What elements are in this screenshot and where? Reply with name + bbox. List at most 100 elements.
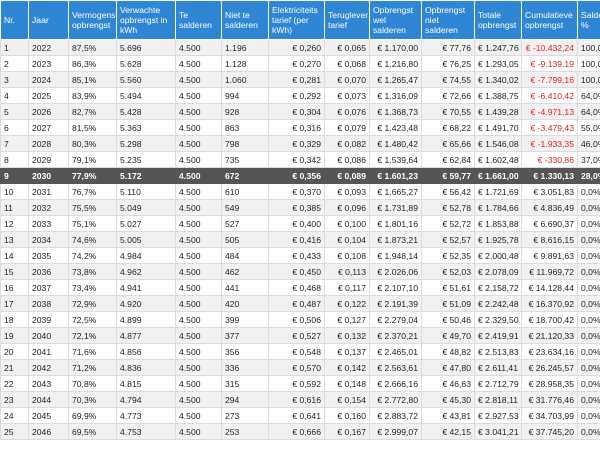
table-row[interactable]: 21 2042 71,2% 4.836 4.500 336 € 0,570 € 0,142 € … bbox=[0, 359, 600, 376]
cell-te-salderen: 4.500 bbox=[175, 87, 222, 104]
header-verwachte-opbrengst[interactable]: Verwachte opbrengst in kWh bbox=[116, 0, 176, 40]
table-row[interactable]: 16 2037 73,4% 4.941 4.500 441 € 0,468 € 0,117 € … bbox=[0, 279, 600, 296]
cell-cumulatieve-opbrengst: € 18.700,42 bbox=[521, 311, 578, 328]
header-cumulatieve-opbrengst[interactable]: Cumulatieve opbrengst bbox=[521, 0, 578, 40]
header-niet-te-salderen[interactable]: Niet te salderen bbox=[221, 0, 269, 40]
cell-vermogens-opbrengst: 72,1% bbox=[68, 327, 117, 344]
table-row[interactable]: 19 2040 72,1% 4.877 4.500 377 € 0,527 € 0,132 € … bbox=[0, 327, 600, 344]
cell-nr: 11 bbox=[0, 199, 29, 216]
cell-nr: 6 bbox=[0, 119, 29, 136]
table-row[interactable]: 5 2026 82,7% 5.428 4.500 928 € 0,304 € 0,076 € 1… bbox=[0, 103, 600, 120]
cell-salderen-pct: 64,0% bbox=[577, 103, 600, 120]
cell-opbrengst-wel-salderen: € 1.873,21 bbox=[369, 231, 422, 248]
table-row[interactable]: 13 2034 74,6% 5.005 4.500 505 € 0,416 € 0,104 € … bbox=[0, 231, 600, 248]
table-row[interactable]: 7 2028 80,3% 5.298 4.500 798 € 0,329 € 0,082 € 1… bbox=[0, 135, 600, 152]
table-row[interactable]: 25 2046 69,5% 4.753 4.500 253 € 0,666 € 0,167 € … bbox=[0, 423, 600, 440]
cell-opbrengst-wel-salderen: € 2.107,10 bbox=[369, 279, 422, 296]
cell-verwachte-opbrengst: 5.696 bbox=[116, 39, 176, 56]
cell-jaar: 2028 bbox=[28, 135, 69, 152]
cell-vermogens-opbrengst: 71,6% bbox=[68, 343, 117, 360]
cell-teruglever-tarief: € 0,160 bbox=[324, 407, 370, 424]
cell-te-salderen: 4.500 bbox=[175, 103, 222, 120]
cell-vermogens-opbrengst: 72,9% bbox=[68, 295, 117, 312]
cell-niet-te-salderen: 672 bbox=[221, 167, 269, 184]
cell-opbrengst-wel-salderen: € 1.601,23 bbox=[369, 167, 422, 184]
table-row[interactable]: 22 2043 70,8% 4.815 4.500 315 € 0,592 € 0,148 € … bbox=[0, 375, 600, 392]
table-row[interactable]: 14 2035 74,2% 4.984 4.500 484 € 0,433 € 0,108 € … bbox=[0, 247, 600, 264]
cell-salderen-pct: 100,0% bbox=[577, 71, 600, 88]
cell-vermogens-opbrengst: 86,3% bbox=[68, 55, 117, 72]
cell-teruglever-tarief: € 0,096 bbox=[324, 199, 370, 216]
cell-verwachte-opbrengst: 5.628 bbox=[116, 55, 176, 72]
cell-salderen-pct: 0,0% bbox=[577, 407, 600, 424]
cell-jaar: 2042 bbox=[28, 359, 69, 376]
cell-totale-opbrengst: € 1.491,70 bbox=[474, 119, 522, 136]
cell-totale-opbrengst: € 2.818,11 bbox=[474, 391, 522, 408]
cell-vermogens-opbrengst: 75,1% bbox=[68, 215, 117, 232]
cell-jaar: 2025 bbox=[28, 87, 69, 104]
cell-te-salderen: 4.500 bbox=[175, 375, 222, 392]
header-nr[interactable]: Nr. bbox=[0, 0, 29, 40]
table-row[interactable]: 11 2032 75,5% 5.049 4.500 549 € 0,385 € 0,096 € … bbox=[0, 199, 600, 216]
cell-opbrengst-niet-salderen: € 51,61 bbox=[421, 279, 475, 296]
cell-verwachte-opbrengst: 4.815 bbox=[116, 375, 176, 392]
table-row[interactable]: 20 2041 71,6% 4.856 4.500 356 € 0,548 € 0,137 € … bbox=[0, 343, 600, 360]
cell-elektriciteitstarief: € 0,356 bbox=[268, 167, 325, 184]
cell-cumulatieve-opbrengst: € 16.370,92 bbox=[521, 295, 578, 312]
cell-vermogens-opbrengst: 75,5% bbox=[68, 199, 117, 216]
cell-jaar: 2041 bbox=[28, 343, 69, 360]
table-row[interactable]: 10 2031 76,7% 5.110 4.500 610 € 0,370 € 0,093 € … bbox=[0, 183, 600, 200]
header-vermogens-opbrengst[interactable]: Vermogens opbrengst bbox=[68, 0, 117, 40]
table-row[interactable]: 4 2025 83,9% 5.494 4.500 994 € 0,292 € 0,073 € 1… bbox=[0, 87, 600, 104]
table-row[interactable]: 6 2027 81,5% 5.363 4.500 863 € 0,316 € 0,079 € 1… bbox=[0, 119, 600, 136]
table-row[interactable]: 12 2033 75,1% 5.027 4.500 527 € 0,400 € 0,100 € … bbox=[0, 215, 600, 232]
cell-cumulatieve-opbrengst: € 6.690,37 bbox=[521, 215, 578, 232]
cell-te-salderen: 4.500 bbox=[175, 183, 222, 200]
table-row[interactable]: 3 2024 85,1% 5.560 4.500 1.060 € 0,281 € 0,070 €… bbox=[0, 71, 600, 88]
table-row-highlighted[interactable]: 9 2030 77,9% 5.172 4.500 672 € 0,356 € 0,089 € 1… bbox=[0, 167, 600, 184]
cell-niet-te-salderen: 484 bbox=[221, 247, 269, 264]
cell-vermogens-opbrengst: 69,5% bbox=[68, 423, 117, 440]
cell-salderen-pct: 0,0% bbox=[577, 311, 600, 328]
table-row[interactable]: 17 2038 72,9% 4.920 4.500 420 € 0,487 € 0,122 € … bbox=[0, 295, 600, 312]
table-row[interactable]: 8 2029 79,1% 5.235 4.500 735 € 0,342 € 0,086 € 1… bbox=[0, 151, 600, 168]
cell-elektriciteitstarief: € 0,641 bbox=[268, 407, 325, 424]
header-totale-opbrengst[interactable]: Totale opbrengst bbox=[474, 0, 522, 40]
cell-cumulatieve-opbrengst: € 21.120,33 bbox=[521, 327, 578, 344]
table-row[interactable]: 15 2036 73,8% 4.962 4.500 462 € 0,450 € 0,113 € … bbox=[0, 263, 600, 280]
header-opbrengst-niet-salderen[interactable]: Opbrengst niet salderen bbox=[421, 0, 475, 40]
cell-totale-opbrengst: € 3.041,21 bbox=[474, 423, 522, 440]
cell-salderen-pct: 46,0% bbox=[577, 135, 600, 152]
cell-nr: 8 bbox=[0, 151, 29, 168]
cell-salderen-pct: 0,0% bbox=[577, 391, 600, 408]
cell-opbrengst-wel-salderen: € 2.279,04 bbox=[369, 311, 422, 328]
header-opbrengst-wel-salderen[interactable]: Opbrengst wel salderen bbox=[369, 0, 422, 40]
cell-niet-te-salderen: 294 bbox=[221, 391, 269, 408]
cell-salderen-pct: 0,0% bbox=[577, 359, 600, 376]
cell-elektriciteitstarief: € 0,270 bbox=[268, 55, 325, 72]
cell-opbrengst-wel-salderen: € 1.265,47 bbox=[369, 71, 422, 88]
cell-opbrengst-niet-salderen: € 65,66 bbox=[421, 135, 475, 152]
header-jaar[interactable]: Jaar bbox=[28, 0, 69, 40]
header-teruglever-tarief[interactable]: Teruglever tarief bbox=[324, 0, 370, 40]
cell-totale-opbrengst: € 2.419,91 bbox=[474, 327, 522, 344]
cell-te-salderen: 4.500 bbox=[175, 167, 222, 184]
cell-opbrengst-wel-salderen: € 1.170,00 bbox=[369, 39, 422, 56]
cell-te-salderen: 4.500 bbox=[175, 279, 222, 296]
cell-verwachte-opbrengst: 5.235 bbox=[116, 151, 176, 168]
header-te-salderen[interactable]: Te salderen bbox=[175, 0, 222, 40]
cell-vermogens-opbrengst: 71,2% bbox=[68, 359, 117, 376]
cell-verwachte-opbrengst: 4.962 bbox=[116, 263, 176, 280]
table-row[interactable]: 24 2045 69,9% 4.773 4.500 273 € 0,641 € 0,160 € … bbox=[0, 407, 600, 424]
cell-opbrengst-niet-salderen: € 52,72 bbox=[421, 215, 475, 232]
cell-totale-opbrengst: € 1.439,28 bbox=[474, 103, 522, 120]
table-row[interactable]: 18 2039 72,5% 4.899 4.500 399 € 0,506 € 0,127 € … bbox=[0, 311, 600, 328]
table-row[interactable]: 23 2044 70,3% 4.794 4.500 294 € 0,616 € 0,154 € … bbox=[0, 391, 600, 408]
header-elektriciteitstarief[interactable]: Elektriciteits tarief (per kWh) bbox=[268, 0, 325, 40]
table-row[interactable]: 1 2022 87,5% 5.696 4.500 1.196 € 0,260 € 0,065 €… bbox=[0, 39, 600, 56]
header-salderen-pct[interactable]: Salderen % bbox=[577, 0, 600, 40]
table-row[interactable]: 2 2023 86,3% 5.628 4.500 1.128 € 0,270 € 0,068 €… bbox=[0, 55, 600, 72]
cell-salderen-pct: 0,0% bbox=[577, 375, 600, 392]
cell-verwachte-opbrengst: 4.984 bbox=[116, 247, 176, 264]
cell-elektriciteitstarief: € 0,370 bbox=[268, 183, 325, 200]
